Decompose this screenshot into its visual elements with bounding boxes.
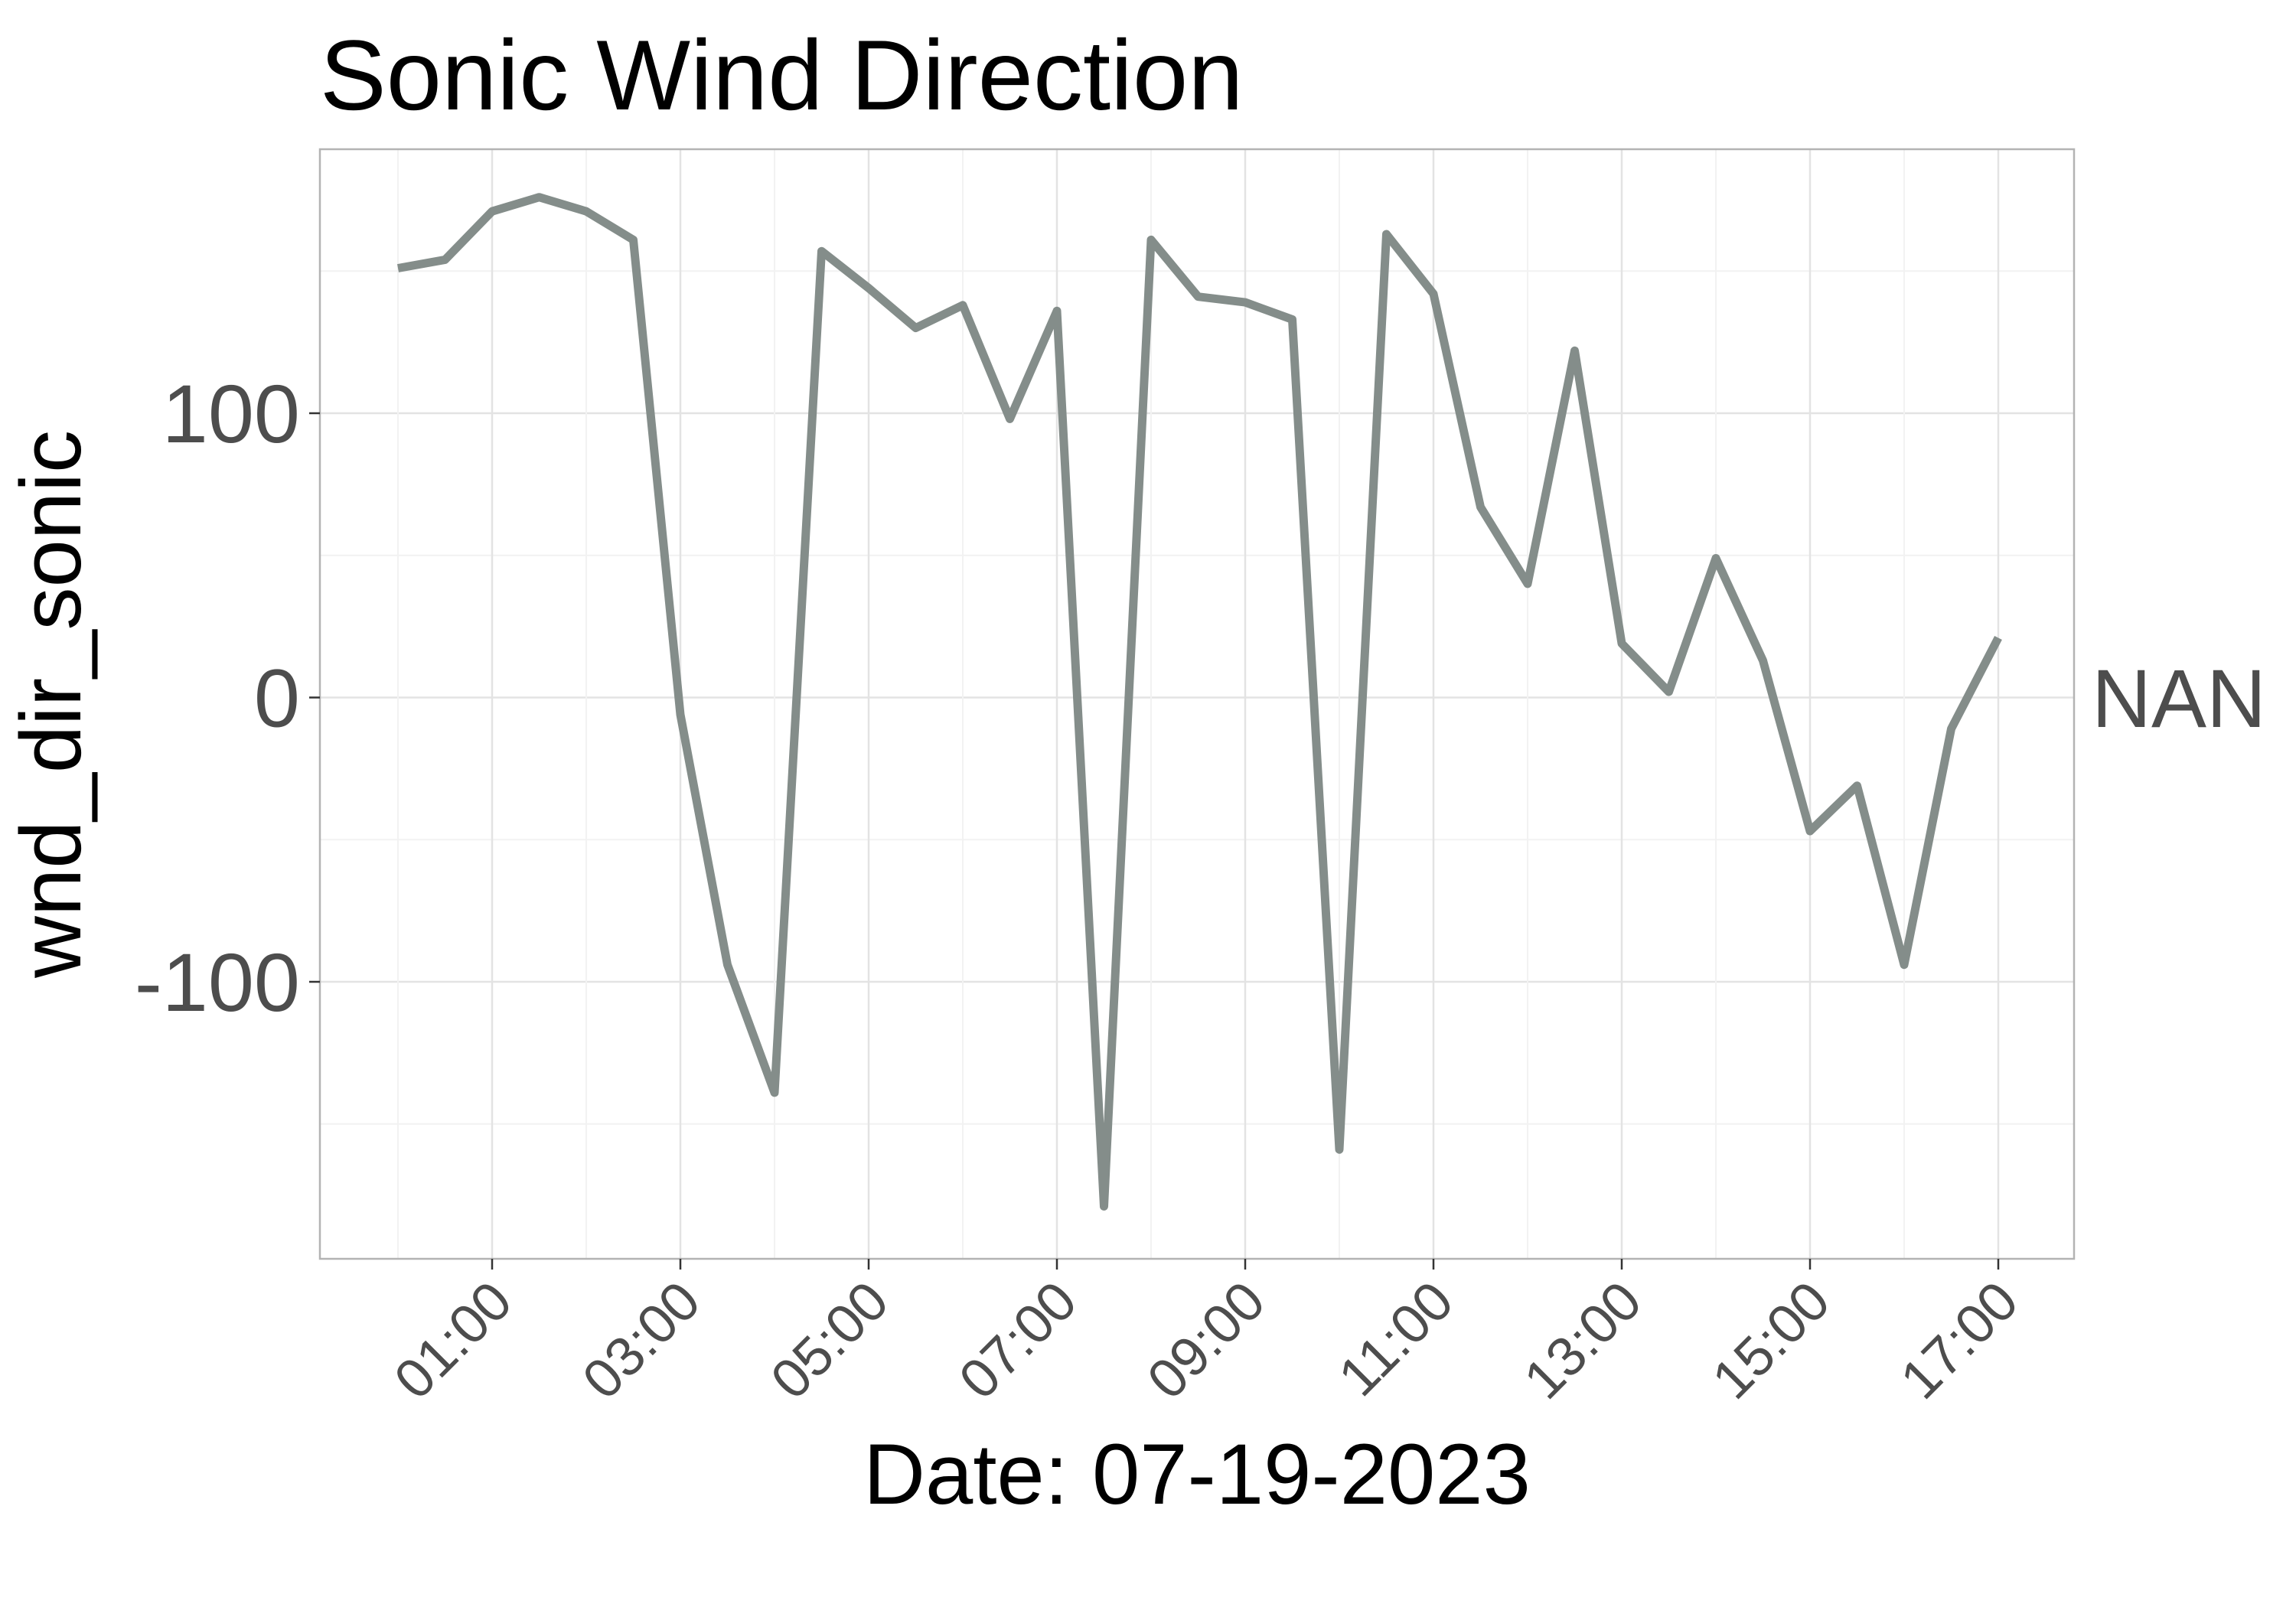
x-tick-label: 01:00 [383,1270,523,1411]
plot-border [318,148,2076,1260]
grid-lines [320,149,2074,1259]
y-tick-label: 0 [254,652,300,745]
x-tick-label: 15:00 [1701,1270,1841,1411]
plot-panel [320,149,2074,1259]
x-tick-label: 07:00 [947,1270,1088,1411]
y-tick-label: -100 [135,936,300,1028]
chart-title: Sonic Wind Direction [320,19,1244,131]
x-tick-label: 09:00 [1136,1270,1277,1411]
series-layer [397,193,2002,1211]
x-tick-label: 13:00 [1512,1270,1653,1411]
x-axis-ticks: 01:00 03:00 05:00 07:00 09:00 11:00 13:00 15:00… [383,1259,2030,1411]
x-tick-label: 05:00 [759,1270,900,1411]
y-axis-ticks: 100 0 -100 [135,367,320,1028]
series-line-nan [397,193,2002,1211]
legend-label-nan: NAN [2092,652,2266,745]
x-tick-label: 11:00 [1327,1270,1465,1408]
x-axis-title: Date: 07-19-2023 [863,1426,1531,1522]
y-axis-title: wnd_dir_sonic [3,430,99,979]
x-tick-label: 17:00 [1889,1270,2030,1411]
x-tick-label: 03:00 [571,1270,712,1411]
y-tick-label: 100 [162,367,300,460]
